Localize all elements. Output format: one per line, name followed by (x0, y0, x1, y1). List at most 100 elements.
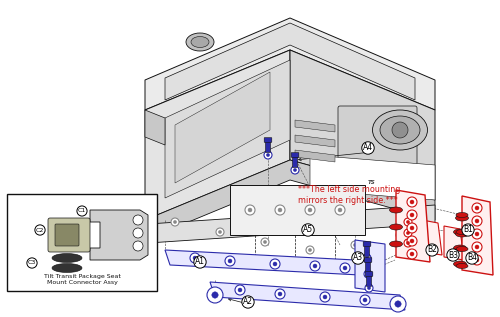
Circle shape (278, 208, 282, 212)
Circle shape (363, 298, 367, 302)
Circle shape (193, 256, 197, 260)
Circle shape (390, 296, 406, 312)
Circle shape (225, 256, 235, 266)
FancyBboxPatch shape (364, 245, 370, 256)
Circle shape (248, 208, 252, 212)
Polygon shape (295, 120, 335, 132)
Polygon shape (462, 196, 493, 275)
Text: B1: B1 (463, 225, 473, 235)
Circle shape (306, 246, 314, 254)
Circle shape (354, 243, 356, 247)
Circle shape (275, 289, 285, 299)
Circle shape (228, 259, 232, 263)
Circle shape (216, 228, 224, 236)
Circle shape (404, 239, 412, 247)
Ellipse shape (186, 33, 214, 51)
Circle shape (365, 284, 373, 292)
Circle shape (278, 292, 282, 296)
Text: C2: C2 (36, 228, 44, 232)
Circle shape (305, 205, 315, 215)
Circle shape (273, 262, 277, 266)
Circle shape (212, 292, 218, 298)
Ellipse shape (454, 261, 466, 267)
Text: A3: A3 (353, 254, 363, 262)
Ellipse shape (456, 263, 468, 268)
FancyBboxPatch shape (292, 157, 298, 167)
Circle shape (406, 220, 410, 223)
Ellipse shape (52, 254, 82, 262)
Polygon shape (165, 60, 290, 198)
Polygon shape (145, 50, 290, 220)
FancyBboxPatch shape (264, 138, 272, 142)
Text: A5: A5 (303, 225, 313, 235)
Circle shape (404, 229, 412, 237)
Circle shape (472, 242, 482, 252)
Text: B3: B3 (448, 250, 458, 260)
Circle shape (398, 233, 402, 236)
Circle shape (294, 168, 296, 171)
FancyBboxPatch shape (48, 218, 90, 252)
Ellipse shape (390, 224, 402, 230)
Text: TS: TS (368, 179, 376, 184)
Circle shape (475, 232, 479, 236)
FancyBboxPatch shape (291, 153, 299, 157)
Circle shape (475, 206, 479, 210)
Circle shape (266, 153, 270, 157)
Text: Tilt Transit Package Seat
Mount Connector Assy: Tilt Transit Package Seat Mount Connecto… (44, 274, 120, 285)
Polygon shape (295, 150, 335, 162)
Circle shape (472, 255, 482, 265)
Polygon shape (148, 205, 435, 243)
Ellipse shape (456, 215, 468, 221)
Ellipse shape (390, 207, 402, 213)
Circle shape (235, 285, 245, 295)
Ellipse shape (390, 241, 402, 247)
Text: mirrors the right side.***: mirrors the right side.*** (298, 196, 398, 205)
Text: A2: A2 (243, 297, 253, 307)
Text: A1: A1 (195, 257, 205, 267)
Polygon shape (422, 220, 442, 255)
Ellipse shape (456, 212, 468, 217)
Ellipse shape (456, 231, 468, 237)
Circle shape (335, 205, 345, 215)
Polygon shape (295, 135, 335, 147)
Polygon shape (310, 155, 435, 200)
Circle shape (368, 286, 370, 290)
Circle shape (407, 210, 417, 220)
Polygon shape (145, 160, 435, 240)
Polygon shape (355, 240, 385, 292)
Circle shape (310, 261, 320, 271)
Text: B2: B2 (427, 245, 437, 255)
Polygon shape (90, 210, 148, 260)
Circle shape (343, 266, 347, 270)
Circle shape (410, 239, 414, 243)
Circle shape (308, 249, 312, 252)
Circle shape (245, 205, 255, 215)
Circle shape (313, 264, 317, 268)
Circle shape (472, 203, 482, 213)
FancyBboxPatch shape (55, 224, 79, 246)
Polygon shape (398, 213, 420, 250)
Circle shape (366, 272, 370, 275)
Circle shape (218, 230, 222, 234)
Circle shape (190, 253, 200, 263)
Circle shape (366, 256, 368, 260)
Circle shape (360, 295, 370, 305)
Circle shape (261, 238, 269, 246)
Circle shape (351, 241, 359, 249)
Circle shape (404, 218, 412, 226)
Circle shape (407, 236, 417, 246)
Circle shape (291, 166, 299, 174)
Ellipse shape (456, 230, 468, 235)
Circle shape (340, 263, 350, 273)
Polygon shape (175, 72, 270, 183)
Circle shape (407, 197, 417, 207)
Circle shape (133, 228, 143, 238)
FancyBboxPatch shape (266, 141, 270, 152)
Ellipse shape (191, 36, 209, 48)
Circle shape (133, 215, 143, 225)
Circle shape (207, 287, 223, 303)
Circle shape (472, 216, 482, 226)
Circle shape (275, 205, 285, 215)
Circle shape (407, 223, 417, 233)
Text: C3: C3 (28, 261, 36, 266)
